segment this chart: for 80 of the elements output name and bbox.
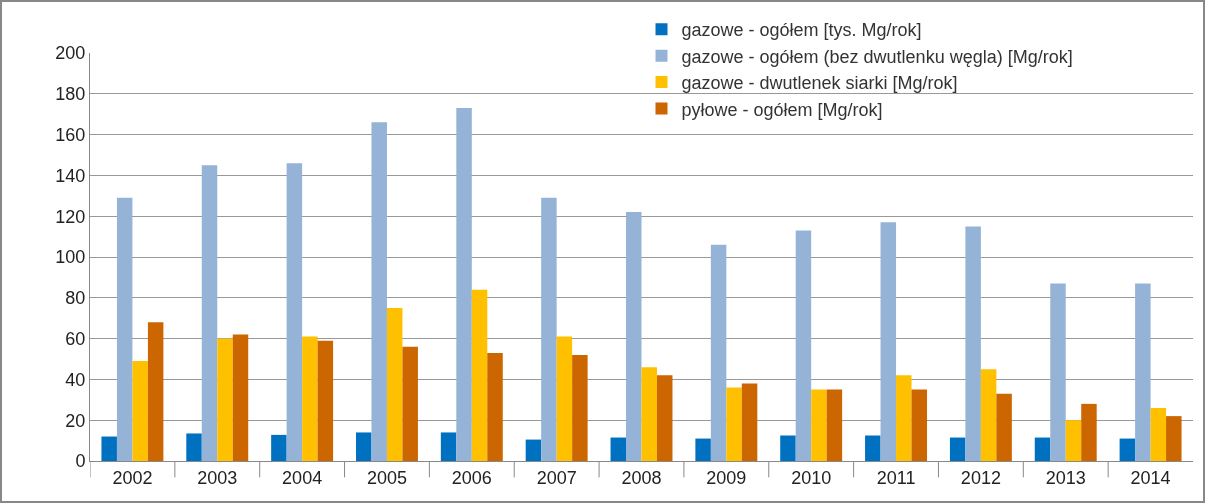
y-tick-label: 200 xyxy=(55,43,86,64)
bar xyxy=(1135,283,1151,461)
bar xyxy=(1034,437,1051,461)
bar xyxy=(355,432,372,461)
y-tick-label: 160 xyxy=(55,124,86,145)
bar xyxy=(456,108,472,461)
bar xyxy=(147,322,164,461)
y-tick-label: 100 xyxy=(55,247,86,268)
bar xyxy=(132,361,148,461)
x-tick-label: 2003 xyxy=(197,467,238,488)
legend-label: gazowe - ogółem (bez dwutlenku węgla) [Mg/rok] xyxy=(681,46,1073,67)
bar xyxy=(1065,420,1082,461)
bar xyxy=(217,338,233,461)
bar xyxy=(710,244,727,461)
bar xyxy=(232,334,249,461)
bar xyxy=(1050,283,1066,461)
x-tick-label: 2009 xyxy=(706,467,747,488)
bar xyxy=(572,354,588,461)
y-tick-label: 60 xyxy=(65,328,86,349)
bar xyxy=(741,383,758,461)
x-tick-label: 2007 xyxy=(536,467,577,488)
x-tick-label: 2008 xyxy=(621,467,662,488)
bar xyxy=(626,212,642,461)
y-tick-label: 180 xyxy=(55,84,86,105)
x-tick-label: 2010 xyxy=(791,467,832,488)
bar xyxy=(911,389,928,461)
x-tick-label: 2013 xyxy=(1045,467,1086,488)
y-tick-label: 80 xyxy=(65,288,86,309)
bar xyxy=(201,165,218,461)
bar xyxy=(780,435,796,461)
x-tick-label: 2004 xyxy=(282,467,323,488)
bar xyxy=(286,163,303,461)
bar xyxy=(610,437,627,461)
bar xyxy=(996,393,1012,461)
x-tick-label: 2014 xyxy=(1130,467,1171,488)
y-tick-label: 120 xyxy=(55,206,86,227)
bar xyxy=(186,433,202,461)
bar xyxy=(471,289,488,461)
bar xyxy=(556,336,573,461)
bar xyxy=(641,367,657,461)
legend-label: pyłowe - ogółem [Mg/rok] xyxy=(681,99,883,120)
x-tick-label: 2011 xyxy=(876,467,916,488)
bar xyxy=(896,375,912,461)
y-tick-label: 20 xyxy=(65,410,86,431)
bar xyxy=(826,389,843,461)
bar xyxy=(116,197,133,461)
bar xyxy=(386,308,403,461)
bar xyxy=(795,230,812,461)
bar xyxy=(402,346,418,461)
bar xyxy=(980,369,997,461)
bar xyxy=(965,226,981,461)
y-tick-label: 140 xyxy=(55,165,86,186)
x-tick-label: 2002 xyxy=(112,467,153,488)
legend-label: gazowe - ogółem [tys. Mg/rok] xyxy=(681,20,922,41)
x-tick-label: 2012 xyxy=(960,467,1001,488)
bar xyxy=(656,375,673,461)
bar xyxy=(880,222,897,461)
bar xyxy=(726,387,742,461)
bar xyxy=(1081,403,1097,461)
legend-label: gazowe - dwutlenek siarki [Mg/rok] xyxy=(681,73,958,94)
bar xyxy=(811,389,827,461)
bar xyxy=(440,432,457,461)
bar xyxy=(1166,416,1182,461)
bar xyxy=(487,352,503,461)
y-tick-label: 0 xyxy=(75,451,86,472)
bar xyxy=(1150,407,1167,461)
y-tick-label: 40 xyxy=(65,369,86,390)
bar xyxy=(541,197,557,461)
x-tick-label: 2006 xyxy=(451,467,492,488)
bar xyxy=(695,438,711,461)
bar xyxy=(949,437,966,461)
bar xyxy=(371,122,387,461)
bar xyxy=(101,436,117,461)
bar xyxy=(302,336,318,461)
bar xyxy=(525,439,542,461)
x-tick-label: 2005 xyxy=(366,467,407,488)
bar xyxy=(317,340,334,461)
bar xyxy=(271,434,287,461)
bar xyxy=(865,435,881,461)
bar xyxy=(1119,438,1136,461)
